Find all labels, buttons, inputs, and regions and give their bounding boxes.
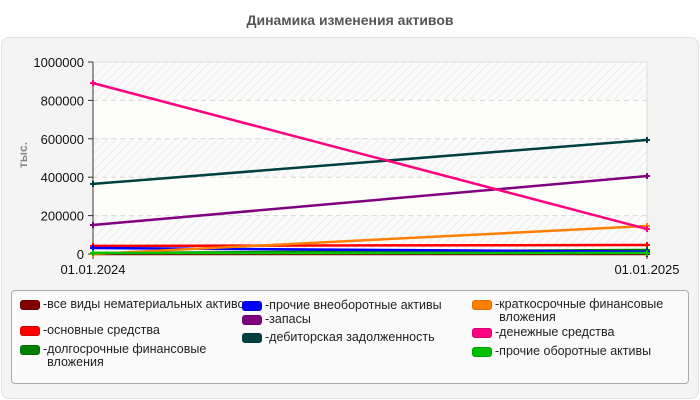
legend-item: - прочие внеоборотные активы	[242, 299, 489, 312]
legend-swatch-icon	[472, 328, 492, 338]
series-line	[92, 81, 648, 231]
plot-area: 0 200000 400000 600000 800000 1000000 01.01.20…	[33, 55, 679, 277]
legend-swatch-icon	[20, 345, 40, 355]
y-tick-label: 200000	[41, 209, 84, 224]
y-tick-label: 800000	[41, 93, 84, 108]
legend-swatch-icon	[242, 301, 262, 311]
legend-item: - основные средства	[20, 324, 252, 337]
series-line	[92, 243, 648, 248]
legend-item: - долгосрочные финансовые вложения	[20, 343, 252, 369]
tick-labels: 0 200000 400000 600000 800000 1000000 01.01.20…	[33, 55, 679, 277]
legend-item: - все виды нематериальных активов	[20, 298, 252, 311]
y-tick-label: 400000	[41, 170, 84, 185]
legend-item: - прочие оборотные активы	[472, 345, 700, 358]
legend: - все виды нематериальных активов - осно…	[11, 290, 689, 384]
legend-swatch-icon	[472, 300, 492, 310]
x-tick-label: 01.01.2025	[614, 262, 679, 277]
legend-item: - запасы	[242, 313, 474, 326]
legend-swatch-icon	[472, 347, 492, 357]
y-axis-label: тыс.	[16, 141, 30, 169]
legend-swatch-icon	[20, 300, 40, 310]
y-tick-label: 1000000	[33, 55, 84, 70]
series-line	[92, 224, 648, 256]
series-line	[92, 174, 648, 227]
legend-item: - краткосрочные финансовые вложения	[472, 298, 700, 324]
legend-swatch-icon	[20, 326, 40, 336]
legend-swatch-icon	[242, 333, 262, 343]
x-tick-label: 01.01.2024	[60, 262, 125, 277]
legend-item: - дебиторская задолженность	[242, 331, 489, 344]
series-lines	[90, 80, 650, 257]
y-tick-label: 600000	[41, 132, 84, 147]
y-tick-label: 0	[77, 247, 84, 262]
series-line	[92, 138, 648, 186]
legend-swatch-icon	[242, 315, 262, 325]
chart-title: Динамика изменения активов	[246, 12, 454, 28]
legend-item: - денежные средства	[472, 326, 700, 339]
